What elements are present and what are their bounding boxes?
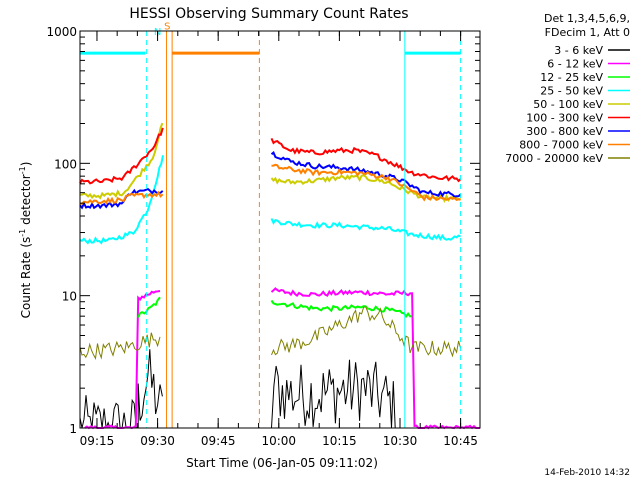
series-line-25-50-kev [79,155,461,245]
x-tick-label: 09:45 [201,434,236,448]
legend-item-label: 7000 - 20000 keV [505,152,603,165]
legend-item-label: 300 - 800 keV [526,125,603,138]
y-tick-label: 1 [69,422,77,436]
y-axis-label-sup1: -1 [18,229,27,237]
y-axis-label-prefix: Count Rate (s [19,237,33,319]
legend-item-label: 3 - 6 keV [554,44,603,57]
x-axis-label: Start Time (06-Jan-05 09:11:02) [186,456,378,470]
x-tick-label: 10:45 [443,434,478,448]
x-tick-label: 09:30 [140,434,175,448]
x-tick-label: 10:15 [322,434,357,448]
legend-item-label: 25 - 50 keV [540,85,603,98]
x-tick-label: 10:00 [261,434,296,448]
legend-item-label: 100 - 300 keV [526,112,603,125]
legend-item-label: 50 - 100 keV [533,98,603,111]
y-axis-label-sup2: -1 [18,166,27,174]
x-tick-label: 10:30 [383,434,418,448]
y-axis-label-suffix: ) [19,162,33,167]
y-tick-label: 1000 [46,25,77,39]
series-line-800-7000-kev [79,163,461,205]
chart-title: HESSI Observing Summary Count Rates [129,6,408,22]
y-axis-label: Count Rate (s-1 detector-1) [18,162,33,319]
legend-item-label: 6 - 12 keV [547,58,603,71]
y-tick-label: 10 [62,290,77,304]
series-line-300-800-kev [79,151,462,210]
footer-timestamp: 14-Feb-2010 14:32 [544,468,630,478]
series-line-12-25-kev [137,296,413,319]
x-tick-label: 09:15 [80,434,115,448]
plot-area: NS110100100009:1509:3009:4510:0010:1510:… [46,22,480,448]
series-line-100-300-kev [79,127,462,185]
legend-item-label: 12 - 25 keV [540,71,603,84]
series-line-7000-20000-kev [79,306,462,360]
legend-item-label: 800 - 7000 keV [519,139,603,152]
series-line-50-100-kev [79,122,461,203]
y-axis-label-mid: detector [19,174,33,229]
plot-frame [79,30,481,429]
flag-label: S [164,22,170,33]
legend: Det 1,3,4,5,6,9, FDecim 1, Att 0 3 - 6 k… [505,12,630,165]
legend-header-line-2: FDecim 1, Att 0 [545,26,630,39]
y-tick-label: 100 [54,157,77,171]
legend-header-line-1: Det 1,3,4,5,6,9, [544,12,630,25]
series-line-6-12-kev [84,287,480,430]
svg-text:Count Rate (s-1 detector-1): Count Rate (s-1 detector-1) [18,162,33,319]
series-line-3-6-kev [80,349,480,428]
